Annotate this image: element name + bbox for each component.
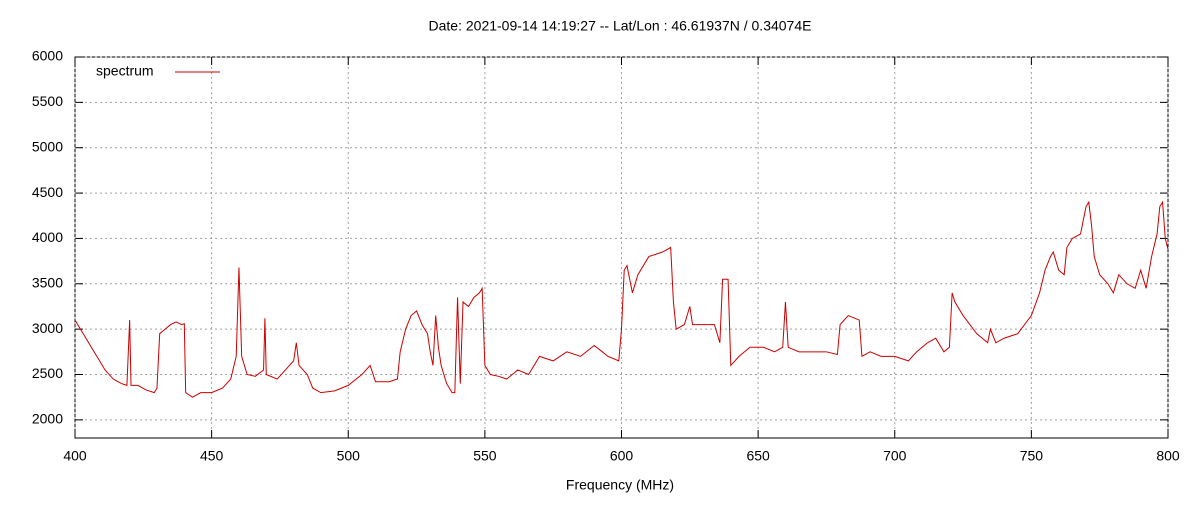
x-tick-label: 750 <box>1020 448 1044 464</box>
y-tick-label: 3500 <box>32 274 63 290</box>
legend-label: spectrum <box>96 63 154 79</box>
chart-title: Date: 2021-09-14 14:19:27 -- Lat/Lon : 4… <box>429 18 812 34</box>
y-tick-label: 3000 <box>32 320 63 336</box>
y-tick-label: 6000 <box>32 48 63 64</box>
x-tick-label: 600 <box>610 448 634 464</box>
y-tick-label: 5000 <box>32 138 63 154</box>
y-tick-label: 2500 <box>32 365 63 381</box>
x-tick-label: 800 <box>1156 448 1180 464</box>
y-tick-label: 2000 <box>32 411 63 427</box>
spectrum-line <box>74 200 1169 398</box>
y-tick-label: 4500 <box>32 184 63 200</box>
y-tick-label: 5500 <box>32 93 63 109</box>
x-tick-label: 450 <box>200 448 224 464</box>
x-tick-label: 400 <box>63 448 87 464</box>
x-axis-label: Frequency (MHz) <box>566 477 674 493</box>
x-tick-label: 650 <box>746 448 770 464</box>
x-tick-label: 700 <box>883 448 907 464</box>
y-tick-label: 4000 <box>32 229 63 245</box>
x-tick-label: 500 <box>337 448 361 464</box>
x-tick-label: 550 <box>473 448 497 464</box>
